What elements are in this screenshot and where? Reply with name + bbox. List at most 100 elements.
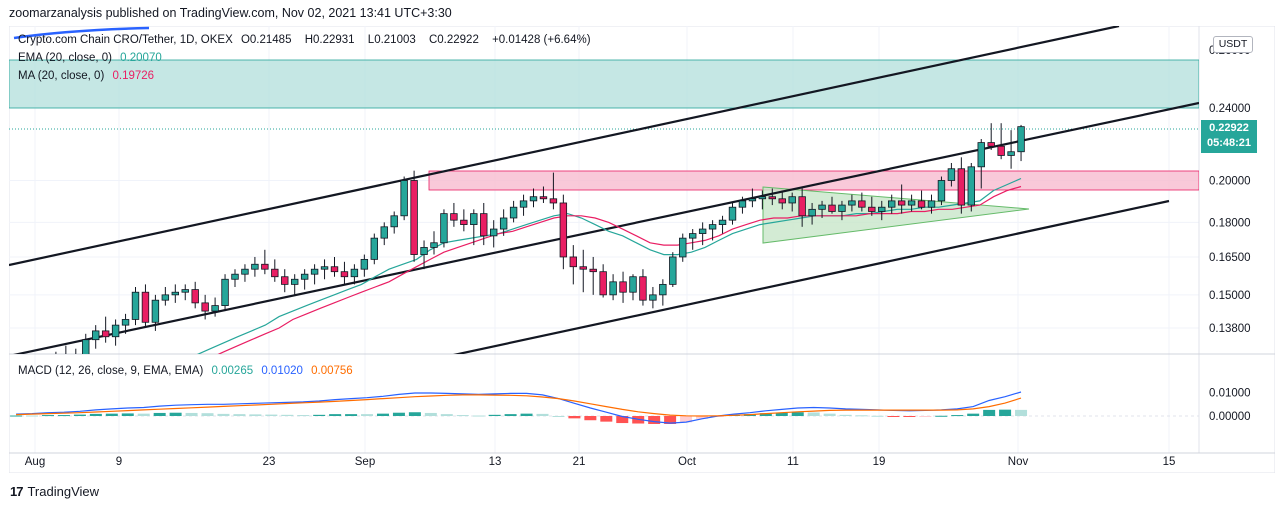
candle-body — [669, 256, 677, 285]
candle-body — [788, 196, 796, 204]
legend-ma-row[interactable]: MA (20, close, 0) 0.19726 — [18, 70, 159, 82]
footer-brand[interactable]: 17 TradingView — [10, 484, 99, 499]
macd-histogram-bar — [759, 413, 772, 416]
legend-ema-label: EMA (20, close, 0) — [18, 52, 112, 64]
macd-histogram-bar — [600, 416, 613, 422]
legend-open-value: 0.21485 — [249, 34, 292, 46]
legend-high: H0.22931 — [305, 34, 360, 46]
macd-histogram-bar — [664, 416, 677, 424]
legend-ema-value: 0.20070 — [120, 52, 162, 64]
legend-ema-row[interactable]: EMA (20, close, 0) 0.20070 — [18, 52, 167, 64]
candle-body — [559, 202, 568, 258]
legend-close-label: C — [428, 34, 438, 46]
candle-body — [888, 200, 896, 208]
time-axis-label: Aug — [25, 456, 45, 468]
macd-histogram-bar — [89, 413, 102, 416]
candle-body — [868, 206, 876, 212]
candle-body — [380, 226, 388, 239]
candle-body — [758, 196, 767, 200]
candle-body — [609, 281, 617, 296]
resistance-zone — [9, 59, 1199, 109]
candle-body — [689, 233, 697, 239]
candle-body — [241, 268, 249, 275]
time-axis-label: 15 — [1163, 456, 1176, 468]
candle-body — [370, 237, 378, 260]
candle-body — [390, 215, 398, 228]
time-axis-label: 13 — [489, 456, 502, 468]
legend-open: O0.21485 — [241, 34, 297, 46]
candle-body — [221, 278, 229, 306]
macd-histogram-bar — [696, 416, 709, 419]
candle-body — [659, 283, 667, 296]
macd-histogram-bar — [249, 414, 262, 416]
macd-histogram-bar — [169, 412, 182, 416]
candle-body — [828, 204, 836, 212]
price-axis-label: 0.01000 — [1209, 388, 1251, 400]
price-axis-label: 0.15000 — [1209, 290, 1251, 302]
legend-high-value: 0.22931 — [313, 34, 355, 46]
candle-body — [549, 198, 558, 204]
candle-body — [489, 228, 498, 237]
candle-body — [141, 291, 150, 323]
macd-histogram-bar — [233, 414, 246, 416]
triangle-pattern — [762, 186, 1030, 244]
price-axis-label: 0.16500 — [1209, 252, 1251, 264]
candle-body — [539, 196, 548, 200]
macd-histogram-bar — [791, 412, 804, 416]
candle-body — [171, 291, 179, 296]
candle-body — [460, 219, 468, 225]
macd-histogram-bar — [552, 416, 565, 417]
candle-body — [211, 305, 219, 312]
macd-histogram-bar — [201, 413, 214, 416]
candle-body — [111, 324, 120, 338]
legend-low: L0.21003 — [368, 34, 421, 46]
time-axis-label: 11 — [787, 456, 799, 468]
legend-macd-row[interactable]: MACD (12, 26, close, 9, EMA, EMA) 0.0026… — [18, 365, 358, 377]
candle-body — [649, 294, 657, 301]
macd-histogram-bar — [297, 415, 310, 417]
candle-body — [271, 268, 279, 278]
candle-body — [310, 268, 319, 275]
candle-body — [639, 276, 647, 301]
candle-body — [808, 208, 816, 217]
macd-histogram-bar — [10, 415, 23, 417]
candle-body — [440, 213, 448, 244]
candle-body — [927, 200, 936, 208]
candle-body — [450, 213, 458, 221]
macd-histogram-bar — [105, 413, 118, 416]
macd-histogram-bar — [919, 416, 932, 417]
time-axis-labels: Aug 9 23 Sep 13 21 Oct 11 19 Nov 15 — [25, 456, 1176, 468]
macd-histogram-bar — [345, 414, 358, 416]
last-price-tag: 0.22922 05:48:21 — [1201, 120, 1257, 153]
time-axis-label: Sep — [355, 456, 375, 468]
macd-histogram-bar — [440, 414, 453, 416]
macd-histogram-bar — [839, 414, 852, 416]
currency-button[interactable]: USDT — [1213, 36, 1253, 53]
time-axis-label: Oct — [678, 456, 697, 468]
candle-body — [92, 330, 100, 341]
chart-svg[interactable]: 0.260000.240000.200000.180000.165000.150… — [9, 26, 1275, 473]
candle-body — [82, 339, 90, 354]
candle-body — [987, 142, 995, 147]
macd-histogram-bar — [313, 414, 326, 416]
candle-body — [748, 198, 757, 202]
ema-line — [196, 177, 1022, 354]
candle-body — [738, 200, 747, 208]
legend-ma-label: MA (20, close, 0) — [18, 70, 105, 82]
candle-body — [848, 200, 856, 206]
macd-histogram-bar — [871, 415, 884, 417]
macd-histogram-bar — [217, 413, 230, 416]
candle-body — [330, 266, 339, 273]
candle-body — [231, 273, 239, 280]
macd-histogram-bar — [424, 412, 437, 416]
candle-body — [300, 273, 309, 280]
macd-histogram-bar — [983, 409, 996, 416]
bar-countdown: 05:48:21 — [1206, 137, 1252, 149]
candle-body — [997, 145, 1005, 156]
macd-histogram-bar — [153, 412, 166, 416]
candle-body — [350, 268, 359, 278]
macd-histogram-bar — [472, 415, 485, 417]
candle-body — [480, 213, 488, 237]
candle-body — [529, 196, 538, 202]
legend-close-value: 0.22922 — [437, 34, 479, 46]
